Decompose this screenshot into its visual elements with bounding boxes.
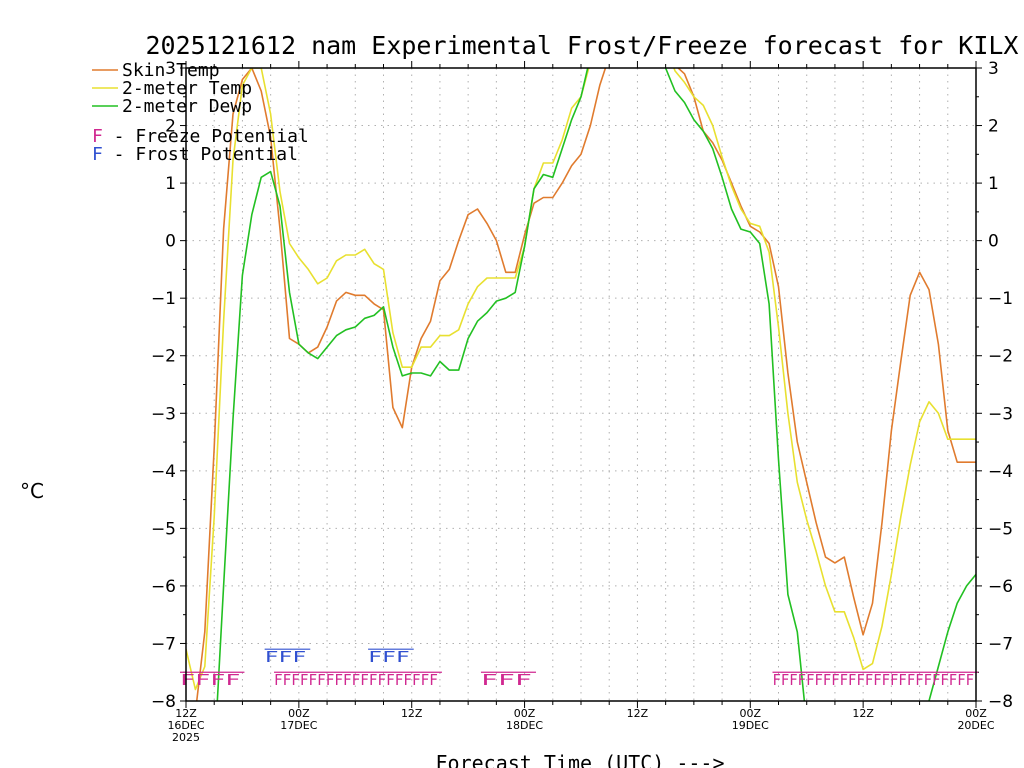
frost-potential-marker: FFF bbox=[368, 648, 410, 666]
y-tick-label-right: −8 bbox=[988, 692, 1013, 712]
y-tick-label-right: −4 bbox=[988, 462, 1013, 482]
x-tick-label: 18DEC bbox=[506, 719, 543, 732]
x-tick-label: 00Z bbox=[965, 707, 987, 720]
y-tick-label-right: −5 bbox=[988, 519, 1013, 539]
y-tick-label: −4 bbox=[151, 462, 176, 482]
x-tick-label: 12Z bbox=[401, 707, 423, 720]
legend-label: 2-meter Temp bbox=[122, 78, 252, 99]
y-tick-label: −5 bbox=[151, 519, 176, 539]
freeze-potential-marker: FFFFFFFFFFFFFFFFFFFFFFFF bbox=[773, 671, 975, 689]
y-tick-label: −1 bbox=[151, 289, 176, 309]
plot-frame bbox=[185, 67, 977, 702]
y-axis-right: 3 2 1 0 −1 −2 −3 −4 −5 −6 −7 −8 bbox=[976, 59, 1013, 712]
y-axis-left: 3 2 1 0 −1 −2 −3 −4 −5 −6 −7 −8 bbox=[151, 59, 186, 712]
series-line-2-meter-dewp bbox=[216, 68, 976, 701]
y-tick-label-right: 3 bbox=[988, 59, 999, 79]
freeze-potential-marker: FFFF bbox=[180, 671, 240, 689]
legend-label: Skin Temp bbox=[122, 60, 220, 81]
x-tick-label: 12Z bbox=[627, 707, 649, 720]
y-tick-label: 0 bbox=[165, 232, 176, 252]
x-tick-label: 12Z bbox=[175, 707, 197, 720]
y-tick-label-right: 2 bbox=[988, 117, 999, 137]
x-tick-label: 2025 bbox=[172, 731, 200, 744]
potential-legend-label: F - Freeze Potential bbox=[92, 126, 309, 147]
y-tick-label-right: −3 bbox=[988, 404, 1013, 424]
series-line-skin-temp bbox=[195, 68, 976, 701]
y-tick-label: −6 bbox=[151, 577, 176, 597]
x-tick-label: 00Z bbox=[740, 707, 762, 720]
freeze-potential-marker: FFF bbox=[481, 671, 532, 689]
y-tick-label-right: −1 bbox=[988, 289, 1013, 309]
y-tick-label-right: −2 bbox=[988, 347, 1013, 367]
y-tick-label-right: 0 bbox=[988, 232, 999, 252]
y-tick-label-right: −7 bbox=[988, 634, 1013, 654]
y-tick-label-right: −6 bbox=[988, 577, 1013, 597]
x-tick-label: 19DEC bbox=[732, 719, 769, 732]
chart-title: 2025121612 nam Experimental Frost/Freeze… bbox=[146, 31, 1019, 60]
x-tick-label: 00Z bbox=[288, 707, 310, 720]
y-tick-label: −8 bbox=[151, 692, 176, 712]
x-tick-label: 20DEC bbox=[957, 719, 994, 732]
legend-label: 2-meter Dewp bbox=[122, 96, 252, 117]
potential-markers: FFFF FFFFFFFFFFFFFFFFFFF FFF FFFFFFFFFFFFFF… bbox=[180, 648, 978, 689]
y-tick-label: −2 bbox=[151, 347, 176, 367]
y-tick-label: −7 bbox=[151, 634, 176, 654]
potential-legend-label: F - Frost Potential bbox=[92, 144, 298, 165]
y-tick-label: 2 bbox=[165, 117, 176, 137]
x-axis-label: Forecast Time (UTC) ---> bbox=[436, 751, 725, 768]
y-tick-label: 3 bbox=[165, 59, 176, 79]
y-tick-label-right: 1 bbox=[988, 174, 999, 194]
grid bbox=[186, 68, 976, 701]
x-tick-label: 16DEC bbox=[167, 719, 204, 732]
x-tick-label: 12Z bbox=[852, 707, 874, 720]
y-axis-label: °C bbox=[20, 479, 44, 503]
y-tick-label: 1 bbox=[165, 174, 176, 194]
frost-potential-marker: FFF bbox=[265, 648, 307, 666]
freeze-potential-marker: FFFFFFFFFFFFFFFFFFF bbox=[274, 671, 438, 689]
series-group bbox=[186, 68, 976, 701]
y-tick-label: −3 bbox=[151, 404, 176, 424]
x-tick-label: 17DEC bbox=[280, 719, 317, 732]
x-tick-label: 00Z bbox=[514, 707, 536, 720]
